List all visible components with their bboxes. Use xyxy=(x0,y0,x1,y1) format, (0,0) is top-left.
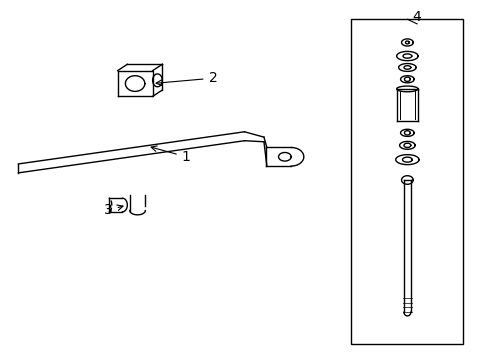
Text: 1: 1 xyxy=(151,146,190,164)
Bar xyxy=(351,19,462,344)
Text: 2: 2 xyxy=(156,71,217,85)
Text: 3: 3 xyxy=(104,203,122,217)
Text: 4: 4 xyxy=(412,10,421,24)
